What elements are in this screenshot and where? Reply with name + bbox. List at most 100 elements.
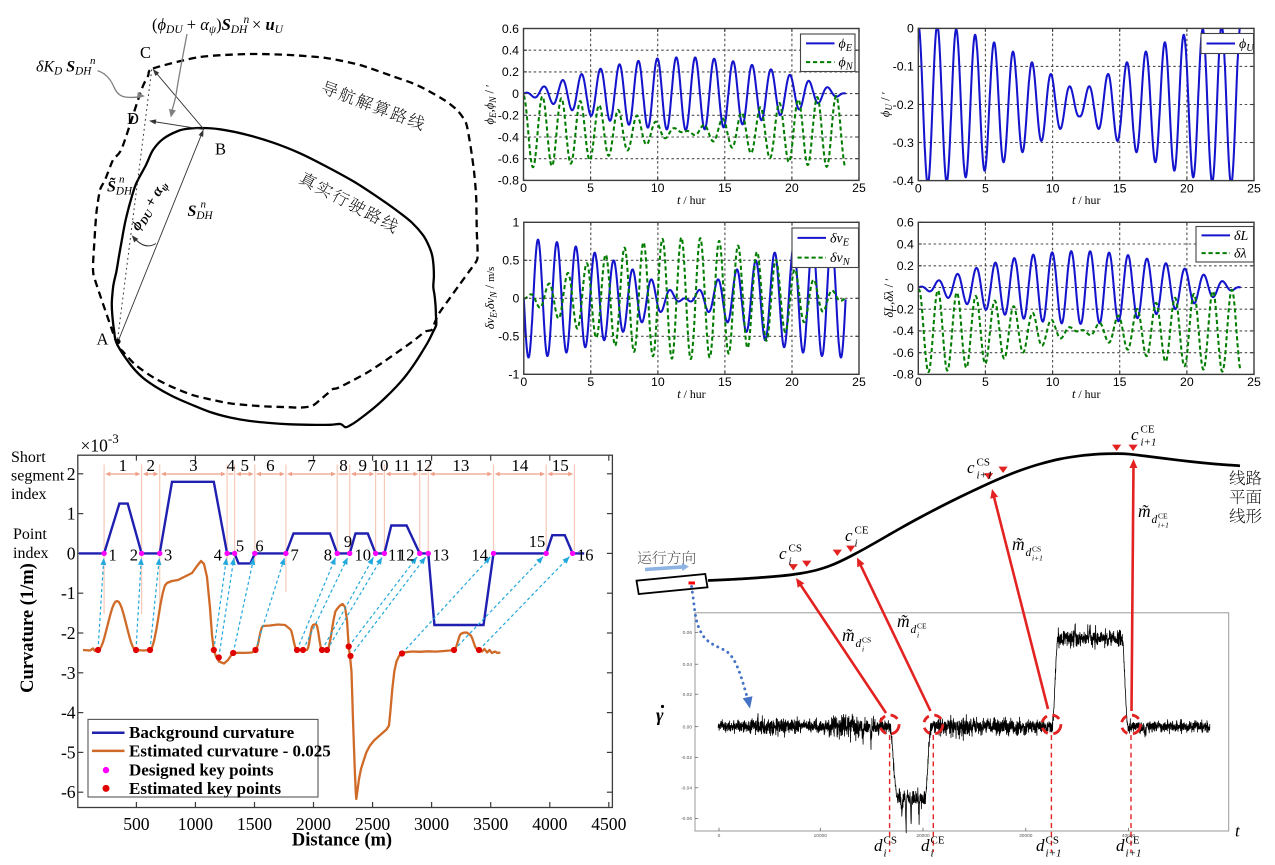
svg-text:12: 12 — [398, 546, 415, 565]
svg-text:ϕN: ϕN — [839, 56, 854, 73]
svg-text:2: 2 — [67, 464, 76, 484]
svg-text:t: t — [1235, 822, 1241, 841]
svg-text:-0.4: -0.4 — [893, 174, 914, 188]
svg-text:index: index — [11, 486, 47, 503]
svg-text:15: 15 — [529, 532, 546, 551]
svg-text:d: d — [856, 638, 862, 650]
svg-text:3000: 3000 — [414, 814, 449, 834]
svg-text:40000: 40000 — [1122, 833, 1136, 839]
svg-text:4: 4 — [214, 546, 222, 565]
svg-text:Background curvature: Background curvature — [129, 723, 295, 742]
svg-text:i+1: i+1 — [977, 470, 993, 482]
svg-text:i: i — [789, 556, 792, 568]
svg-text:n: n — [244, 14, 250, 26]
svg-text:9: 9 — [358, 456, 367, 475]
svg-text:CE: CE — [931, 835, 945, 847]
svg-text:0.04: 0.04 — [683, 662, 693, 668]
svg-text:SDH: SDH — [188, 203, 214, 222]
svg-text:5: 5 — [587, 181, 594, 195]
svg-text:0: 0 — [718, 833, 721, 839]
svg-text:Designed key points: Designed key points — [129, 761, 274, 780]
svg-text:ϕU: ϕU — [1239, 37, 1255, 54]
svg-text:i: i — [884, 848, 887, 860]
svg-text:i+1: i+1 — [1046, 848, 1062, 860]
svg-text:t / hur: t / hur — [677, 387, 705, 401]
svg-text:0: 0 — [907, 281, 914, 295]
svg-text:10: 10 — [1046, 375, 1060, 389]
svg-text:10: 10 — [1046, 181, 1060, 195]
svg-text:14: 14 — [511, 456, 529, 475]
svg-text:1: 1 — [119, 456, 128, 475]
svg-text:Short: Short — [11, 449, 46, 466]
svg-text:1: 1 — [109, 546, 117, 565]
svg-text:d: d — [1026, 547, 1032, 559]
svg-text:Estimated curvature - 0.025: Estimated curvature - 0.025 — [129, 741, 331, 760]
svg-text:0: 0 — [512, 292, 519, 306]
svg-text:segment: segment — [11, 468, 65, 485]
svg-text:0.06: 0.06 — [683, 630, 693, 636]
svg-text:15: 15 — [1113, 181, 1127, 195]
svg-text:20: 20 — [1180, 181, 1194, 195]
svg-text:-0.6: -0.6 — [893, 346, 914, 360]
svg-text:δKD SDH: δKD SDH — [36, 59, 92, 78]
svg-text:15: 15 — [718, 375, 732, 389]
svg-text:i+1: i+1 — [1141, 437, 1157, 449]
svg-text:-0.04: -0.04 — [681, 786, 692, 792]
svg-text:-3: -3 — [61, 663, 76, 683]
svg-text:0: 0 — [915, 375, 922, 389]
svg-text:3: 3 — [164, 546, 172, 565]
svg-text:-0.8: -0.8 — [893, 368, 914, 382]
svg-text:d: d — [911, 624, 917, 636]
svg-text:4: 4 — [227, 456, 236, 475]
svg-text:500: 500 — [123, 814, 150, 834]
svg-text:CE: CE — [1126, 835, 1140, 847]
svg-text:d: d — [874, 836, 883, 855]
svg-text:m̃: m̃ — [897, 611, 910, 631]
svg-text:10000: 10000 — [814, 833, 828, 839]
svg-text:i: i — [917, 631, 919, 640]
svg-text:8: 8 — [324, 546, 332, 565]
svg-text:5: 5 — [240, 456, 249, 475]
svg-text:-1: -1 — [61, 583, 76, 603]
svg-text:2000: 2000 — [296, 814, 331, 834]
svg-text:CS: CS — [977, 457, 990, 469]
svg-text:30000: 30000 — [1019, 833, 1033, 839]
svg-text:C: C — [140, 43, 151, 62]
svg-text:6: 6 — [266, 456, 275, 475]
svg-text:CE: CE — [855, 525, 869, 537]
svg-text:-0.4: -0.4 — [893, 324, 914, 338]
svg-text:n: n — [201, 199, 207, 211]
svg-text:0.00: 0.00 — [683, 724, 693, 730]
svg-text:5: 5 — [587, 375, 594, 389]
svg-text:0.2: 0.2 — [897, 259, 914, 273]
svg-text:0.6: 0.6 — [502, 22, 519, 36]
svg-text:c: c — [967, 458, 975, 477]
svg-text:Estimated key points: Estimated key points — [129, 779, 281, 798]
svg-text:-0.8: -0.8 — [498, 174, 519, 188]
svg-text:13: 13 — [433, 546, 450, 565]
svg-text:11: 11 — [388, 546, 404, 565]
svg-text:i+1: i+1 — [1126, 848, 1142, 860]
svg-text:0: 0 — [520, 375, 527, 389]
svg-text:6: 6 — [255, 537, 263, 556]
svg-text:d: d — [1036, 836, 1045, 855]
svg-text:i: i — [862, 645, 864, 654]
svg-text:15: 15 — [718, 181, 732, 195]
svg-text:t / hur: t / hur — [677, 193, 705, 207]
svg-text:0: 0 — [67, 543, 76, 563]
svg-text:16: 16 — [577, 546, 594, 565]
svg-text:Curvature (1/m): Curvature (1/m) — [18, 563, 38, 693]
svg-text:m̃: m̃ — [842, 625, 855, 645]
svg-text:0: 0 — [512, 87, 519, 101]
svg-text:-0.2: -0.2 — [498, 109, 519, 123]
svg-text:δλ: δλ — [1234, 247, 1247, 262]
svg-text:Distance (m): Distance (m) — [292, 831, 392, 851]
svg-text:c: c — [1131, 425, 1139, 444]
svg-text:10: 10 — [651, 375, 665, 389]
svg-text:1000: 1000 — [178, 814, 213, 834]
svg-text:t / hur: t / hur — [1072, 387, 1100, 401]
svg-text:CE: CE — [917, 622, 927, 631]
svg-text:(ϕDU + αψ)SDH: (ϕDU + αψ)SDH — [152, 15, 248, 36]
svg-text:d: d — [921, 836, 930, 855]
svg-text:9: 9 — [344, 532, 352, 551]
